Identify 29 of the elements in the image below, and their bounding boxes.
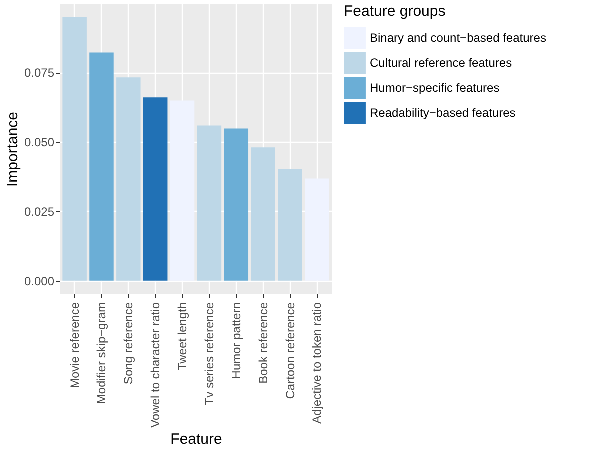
legend-label: Cultural reference features xyxy=(370,56,512,70)
x-tick-label: Tv series reference xyxy=(202,302,216,406)
bar xyxy=(62,17,87,281)
legend-label: Binary and count−based features xyxy=(370,31,546,45)
x-tick-label: Vowel to character ratio xyxy=(148,302,163,428)
y-tick-label: 0.050 xyxy=(24,136,55,150)
bar xyxy=(116,78,141,281)
x-tick-label: Adjective to token ratio xyxy=(310,302,324,424)
bar xyxy=(224,128,249,281)
x-tick-label: Cartoon reference xyxy=(283,302,298,400)
x-tick-label: Humor pattern xyxy=(229,302,244,380)
legend-label: Humor−specific features xyxy=(370,81,500,95)
x-tick-label: Tweet length xyxy=(176,302,190,371)
bar xyxy=(197,126,222,281)
legend-title: Feature groups xyxy=(344,3,446,20)
bar xyxy=(90,52,114,281)
y-tick-label: 0.000 xyxy=(24,274,55,288)
bar xyxy=(251,148,276,281)
x-tick-label: Book reference xyxy=(256,302,270,384)
x-tick-label: Movie reference xyxy=(68,302,82,389)
x-axis-title: Feature xyxy=(170,430,222,448)
x-tick-label: Modifier skip−gram xyxy=(94,302,109,404)
y-tick-label: 0.075 xyxy=(24,66,55,80)
y-tick-label: 0.025 xyxy=(24,204,55,219)
y-axis-title: Importance xyxy=(4,112,22,188)
bar xyxy=(278,170,302,281)
x-tick-label: Song reference xyxy=(122,302,136,385)
bar xyxy=(143,98,168,281)
legend-label: Readability−based features xyxy=(370,106,516,120)
